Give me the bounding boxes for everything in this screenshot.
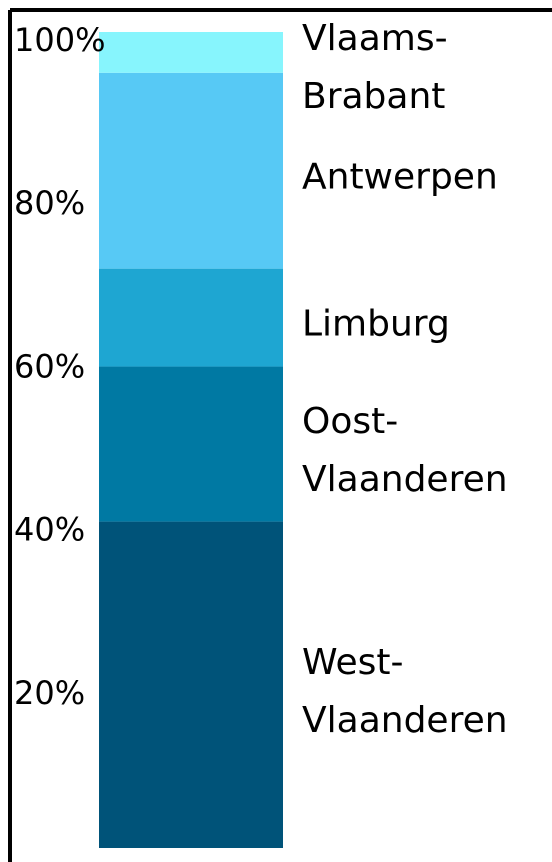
- bar-segment: [99, 32, 283, 73]
- bar-segment: [99, 72, 283, 269]
- y-tick-label: 60%: [14, 347, 85, 385]
- bar-segment: [99, 366, 283, 522]
- bar-segment: [99, 268, 283, 367]
- legend-label: Oost-Vlaanderen: [302, 401, 508, 500]
- legend-label: Antwerpen: [302, 157, 498, 198]
- legend-label: West-Vlaanderen: [302, 642, 508, 741]
- y-tick-label: 20%: [14, 674, 85, 712]
- y-tick-label: 40%: [14, 511, 85, 549]
- y-tick-label: 100%: [14, 21, 105, 59]
- bar-segment: [99, 521, 283, 848]
- y-tick-label: 80%: [14, 184, 85, 222]
- legend-label: Vlaams-Brabant: [302, 18, 448, 117]
- legend-label: Limburg: [302, 304, 450, 345]
